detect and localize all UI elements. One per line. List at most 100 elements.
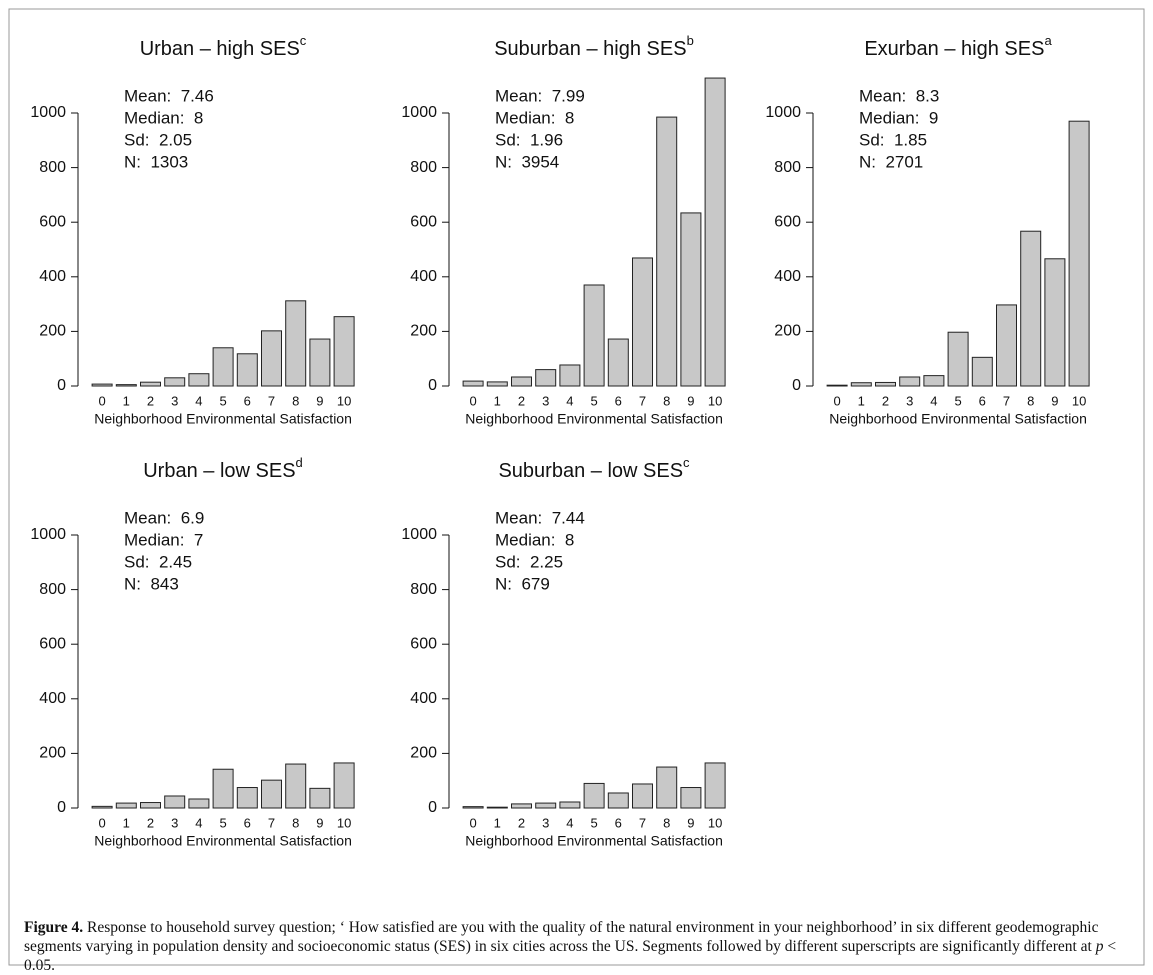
y-tick-label: 200 bbox=[39, 323, 66, 340]
x-tick-label: 7 bbox=[268, 815, 275, 830]
y-tick-label: 800 bbox=[410, 581, 437, 598]
bar bbox=[656, 766, 678, 809]
x-tick-label: 6 bbox=[244, 393, 251, 408]
y-tick-label: 600 bbox=[39, 635, 66, 652]
title-text: Urban – high SES bbox=[140, 38, 300, 60]
bar bbox=[91, 383, 113, 387]
chart-title: Suburban – high SESb bbox=[494, 33, 694, 60]
x-tick-label: 5 bbox=[590, 815, 597, 830]
x-tick-label: 6 bbox=[615, 815, 622, 830]
x-tick-label: 4 bbox=[195, 393, 202, 408]
x-tick-label: 4 bbox=[930, 393, 937, 408]
y-tick-label: 1000 bbox=[765, 104, 801, 121]
stat-annotation: N: 3954 bbox=[495, 152, 559, 171]
title-superscript: b bbox=[687, 33, 694, 48]
bar bbox=[583, 284, 605, 387]
x-tick-label: 7 bbox=[268, 393, 275, 408]
stat-annotation: Median: 7 bbox=[124, 530, 203, 549]
y-tick-label: 800 bbox=[410, 159, 437, 176]
stat-annotation: N: 843 bbox=[124, 574, 179, 593]
x-tick-label: 2 bbox=[518, 815, 525, 830]
bar bbox=[212, 768, 234, 809]
x-tick-label: 3 bbox=[171, 815, 178, 830]
caption-label: Figure 4. bbox=[24, 919, 84, 936]
x-tick-label: 5 bbox=[219, 815, 226, 830]
y-tick-label: 0 bbox=[57, 799, 66, 816]
x-tick-label: 10 bbox=[708, 393, 722, 408]
x-tick-label: 2 bbox=[882, 393, 889, 408]
bar bbox=[704, 762, 726, 809]
x-tick-label: 7 bbox=[639, 393, 646, 408]
bar bbox=[535, 802, 557, 809]
y-tick-label: 600 bbox=[39, 213, 66, 230]
stat-annotation: Median: 8 bbox=[495, 108, 574, 127]
x-tick-label: 2 bbox=[147, 393, 154, 408]
bar bbox=[656, 116, 678, 387]
bar bbox=[583, 782, 605, 809]
bar bbox=[899, 376, 921, 387]
stat-annotation: Sd: 2.05 bbox=[124, 130, 192, 149]
title-superscript: c bbox=[300, 33, 307, 48]
x-tick-label: 5 bbox=[590, 393, 597, 408]
title-text: Suburban – high SES bbox=[494, 38, 686, 60]
bar bbox=[261, 779, 282, 809]
bar bbox=[1020, 230, 1042, 387]
y-tick-label: 800 bbox=[774, 159, 801, 176]
bar bbox=[559, 364, 581, 387]
bar bbox=[309, 787, 331, 809]
bar bbox=[188, 798, 210, 809]
title-text: Suburban – low SES bbox=[498, 460, 683, 482]
x-tick-label: 1 bbox=[123, 393, 130, 408]
x-tick-label: 10 bbox=[1072, 393, 1086, 408]
bar bbox=[1044, 258, 1066, 387]
x-axis-label: Neighborhood Environmental Satisfaction bbox=[465, 411, 723, 427]
x-tick-label: 6 bbox=[244, 815, 251, 830]
x-tick-label: 9 bbox=[687, 393, 694, 408]
x-tick-label: 10 bbox=[337, 393, 351, 408]
y-tick-label: 400 bbox=[774, 268, 801, 285]
y-tick-label: 0 bbox=[792, 377, 801, 394]
chart-title: Suburban – low SESc bbox=[498, 455, 690, 482]
y-tick-label: 200 bbox=[39, 745, 66, 762]
chart-title: Urban – low SESd bbox=[143, 455, 303, 482]
y-tick-label: 400 bbox=[410, 690, 437, 707]
x-tick-label: 0 bbox=[469, 393, 476, 408]
bar bbox=[826, 384, 848, 387]
title-superscript: d bbox=[296, 455, 303, 470]
bar bbox=[680, 212, 702, 387]
bar bbox=[559, 801, 581, 809]
stat-annotation: Mean: 8.3 bbox=[859, 86, 939, 105]
bar bbox=[511, 803, 532, 809]
bar bbox=[462, 806, 484, 809]
bar bbox=[261, 330, 282, 387]
caption-italic: p bbox=[1095, 938, 1104, 955]
bar bbox=[971, 356, 993, 387]
y-tick-label: 0 bbox=[428, 799, 437, 816]
x-tick-label: 8 bbox=[663, 815, 670, 830]
chart-title: Urban – high SESc bbox=[140, 33, 307, 60]
x-tick-label: 9 bbox=[687, 815, 694, 830]
x-axis-label: Neighborhood Environmental Satisfaction bbox=[465, 833, 723, 849]
x-axis-label: Neighborhood Environmental Satisfaction bbox=[94, 833, 352, 849]
bar bbox=[680, 787, 702, 809]
x-tick-label: 3 bbox=[906, 393, 913, 408]
x-tick-label: 1 bbox=[494, 815, 501, 830]
title-superscript: a bbox=[1044, 33, 1052, 48]
x-tick-label: 3 bbox=[542, 393, 549, 408]
bar bbox=[285, 300, 307, 387]
stat-annotation: Mean: 7.99 bbox=[495, 86, 585, 105]
bar bbox=[309, 338, 331, 387]
bar bbox=[140, 802, 161, 809]
stat-annotation: Sd: 1.85 bbox=[859, 130, 927, 149]
bar bbox=[632, 257, 653, 387]
y-tick-label: 800 bbox=[39, 159, 66, 176]
y-tick-label: 400 bbox=[39, 268, 66, 285]
stat-annotation: Sd: 2.45 bbox=[124, 552, 192, 571]
y-tick-label: 1000 bbox=[401, 526, 437, 543]
stat-annotation: N: 1303 bbox=[124, 152, 188, 171]
x-axis-label: Neighborhood Environmental Satisfaction bbox=[94, 411, 352, 427]
stat-annotation: Median: 9 bbox=[859, 108, 938, 127]
title-text: Urban – low SES bbox=[143, 460, 295, 482]
